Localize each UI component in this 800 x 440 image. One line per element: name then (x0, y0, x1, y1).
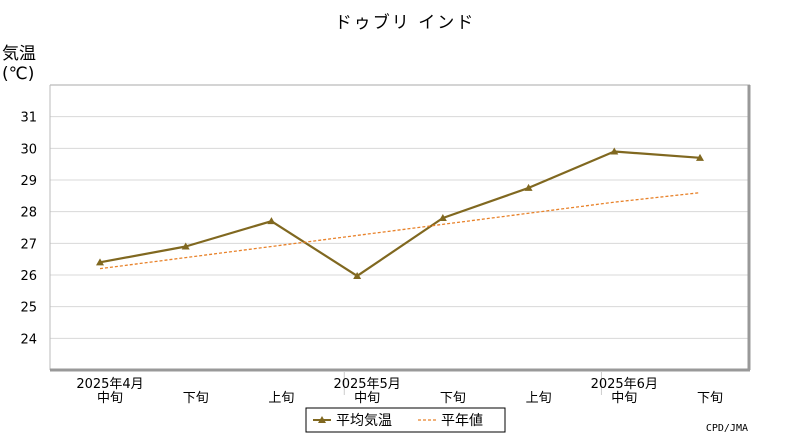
x-period-label: 中旬 (97, 391, 123, 406)
y-tick-label: 28 (20, 206, 37, 221)
data-point-1 (181, 242, 190, 250)
data-point-1 (524, 183, 533, 191)
legend-label-series-2: 平年値 (441, 413, 483, 429)
series-line-2 (99, 192, 701, 270)
x-month-label: 2025年5月 (333, 377, 400, 392)
x-period-label: 中旬 (354, 391, 380, 406)
legend-label-series-1: 平均気温 (336, 413, 392, 429)
credit: CPD/JMA (706, 423, 748, 434)
y-tick-label: 24 (20, 332, 37, 347)
x-month-label: 2025年6月 (591, 377, 658, 392)
y-axis-unit: (℃) (2, 64, 34, 84)
y-tick-labels: 24 25 26 27 28 29 30 31 (20, 111, 37, 348)
legend-box (305, 407, 506, 433)
y-axis-label: 気温 (2, 44, 36, 64)
x-period-label: 上旬 (268, 391, 294, 406)
data-point-1 (438, 214, 447, 221)
x-period-label: 中旬 (611, 391, 637, 406)
chart-title: ドゥブリ インド (335, 12, 475, 33)
y-tick-label: 31 (20, 111, 37, 126)
y-tick-label: 25 (20, 301, 37, 316)
x-month-label: 2025年4月 (76, 377, 143, 392)
y-tick-label: 30 (20, 142, 37, 157)
y-tick-label: 27 (20, 237, 37, 252)
x-period-label: 下旬 (183, 391, 209, 406)
x-period-label: 下旬 (440, 391, 466, 406)
x-period-label: 下旬 (697, 391, 723, 406)
series-layer (96, 147, 704, 279)
y-tick-label: 29 (20, 174, 37, 189)
x-period-label: 上旬 (526, 391, 552, 406)
data-point-1 (267, 217, 276, 225)
data-point-1 (696, 153, 704, 161)
data-point-1 (353, 271, 362, 279)
legend-marker-series-1 (318, 416, 326, 423)
grid-lines (50, 116, 750, 339)
data-point-1 (96, 258, 104, 266)
y-tick-label: 26 (20, 269, 37, 284)
series-line-1 (99, 150, 701, 278)
data-point-1 (610, 147, 619, 155)
